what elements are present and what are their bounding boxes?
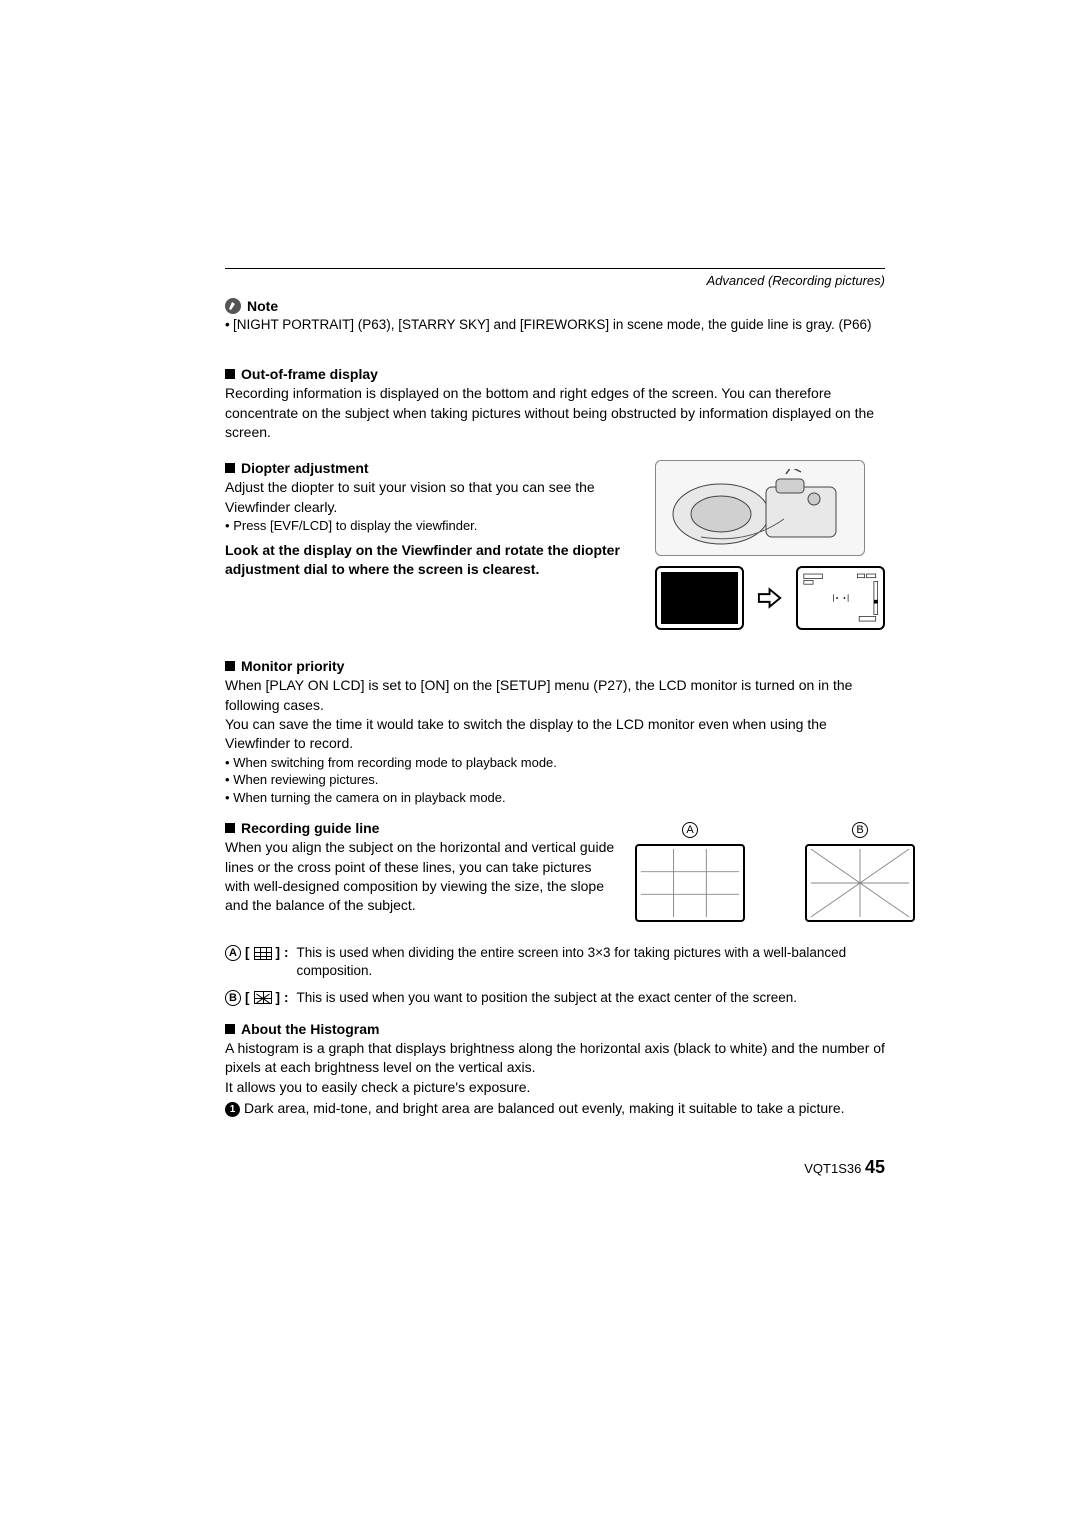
grid-cross-icon [254, 991, 272, 1004]
monitor-priority-body2: You can save the time it would take to s… [225, 715, 885, 754]
out-of-frame-body: Recording information is displayed on th… [225, 384, 885, 442]
square-bullet-icon [225, 1024, 235, 1034]
square-bullet-icon [225, 463, 235, 473]
monitor-info [796, 566, 885, 630]
heading-out-of-frame: Out-of-frame display [225, 366, 885, 382]
label-a: A [682, 822, 698, 838]
page-footer: VQT1S36 45 [804, 1157, 885, 1178]
label-b: B [852, 822, 868, 838]
grid-3x3-icon [254, 947, 272, 960]
mp-bullet-1: • When switching from recording mode to … [225, 754, 885, 772]
guide-def-b: B [ ]: This is used when you want to pos… [225, 989, 885, 1007]
square-bullet-icon [225, 661, 235, 671]
mp-bullet-2: • When reviewing pictures. [225, 771, 885, 789]
note-icon [225, 298, 241, 314]
breadcrumb: Advanced (Recording pictures) [225, 273, 885, 288]
diopter-illustration [655, 460, 865, 556]
heading-histogram: About the Histogram [225, 1021, 885, 1037]
recording-guide-body: When you align the subject on the horizo… [225, 838, 615, 915]
guide-frame-a [635, 844, 745, 922]
guide-frame-b [805, 844, 915, 922]
note-bullet: •[NIGHT PORTRAIT] (P63), [STARRY SKY] an… [225, 316, 885, 334]
diopter-bullet: • Press [EVF/LCD] to display the viewfin… [225, 517, 635, 535]
histogram-body2: It allows you to easily check a picture'… [225, 1078, 885, 1097]
guide-def-a: A [ ]: This is used when dividing the en… [225, 944, 885, 980]
mp-bullet-3: • When turning the camera on in playback… [225, 789, 885, 807]
arrow-right-icon [756, 584, 783, 612]
square-bullet-icon [225, 823, 235, 833]
monitor-priority-body1: When [PLAY ON LCD] is set to [ON] on the… [225, 676, 885, 715]
diopter-body: Adjust the diopter to suit your vision s… [225, 478, 635, 517]
heading-monitor-priority: Monitor priority [225, 658, 885, 674]
monitor-blank [655, 566, 744, 630]
circled-1-icon: 1 [225, 1102, 240, 1117]
heading-recording-guide: Recording guide line [225, 820, 615, 836]
histogram-item-1: 1Dark area, mid-tone, and bright area ar… [225, 1099, 885, 1118]
note-label: Note [247, 298, 278, 314]
square-bullet-icon [225, 369, 235, 379]
histogram-body1: A histogram is a graph that displays bri… [225, 1039, 885, 1078]
header-rule [225, 268, 885, 269]
diopter-instruction: Look at the display on the Viewfinder an… [225, 541, 635, 580]
heading-diopter: Diopter adjustment [225, 460, 635, 476]
